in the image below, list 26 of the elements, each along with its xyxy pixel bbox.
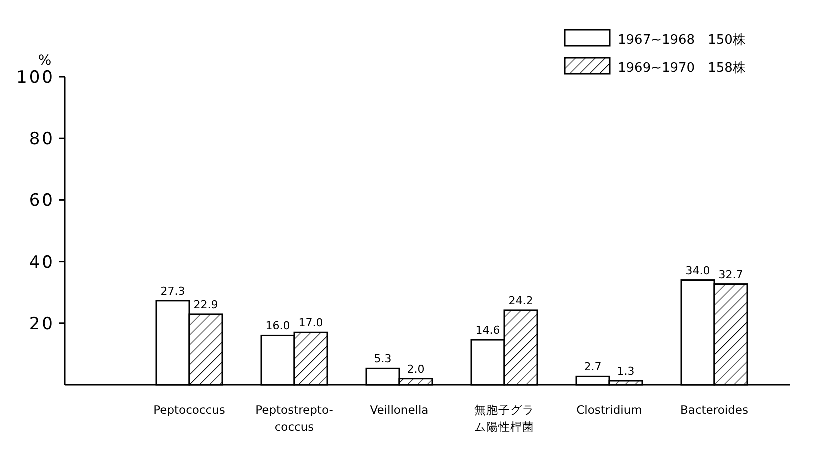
- legend-label: 1967~1968 150株: [618, 33, 746, 48]
- data-label: 16.0: [266, 320, 290, 333]
- legend-label: 1969~1970 158株: [618, 61, 746, 76]
- x-tick-label: Peptostrepto- coccus: [254, 402, 334, 436]
- data-label: 27.3: [160, 284, 186, 298]
- x-tick-label: Clostridium: [576, 402, 644, 419]
- data-label: 5.3: [374, 352, 392, 366]
- y-tick-label: 60: [29, 191, 55, 212]
- y-tick-label: 80: [29, 130, 55, 150]
- data-label: 2.7: [584, 360, 602, 374]
- data-label: 17.0: [298, 316, 324, 330]
- data-label: 2.0: [407, 362, 425, 376]
- x-tick-label: Peptococcus: [152, 402, 226, 419]
- data-label: 32.7: [718, 268, 744, 282]
- x-tick-label: 無胞子グラム陽性桿菌: [474, 402, 536, 436]
- data-label: 34.0: [686, 264, 710, 278]
- data-label: 22.9: [194, 298, 218, 312]
- y-tick-label: 100: [16, 68, 55, 88]
- y-axis-title: %: [38, 53, 52, 69]
- x-tick-label: Veillonella: [369, 402, 430, 419]
- x-tick-label: Bacteroides: [680, 402, 750, 419]
- data-label: 24.2: [508, 294, 534, 308]
- data-label: 14.6: [476, 324, 500, 338]
- data-label: 1.3: [617, 364, 635, 378]
- y-tick-label: 40: [29, 252, 55, 273]
- y-tick-label: 20: [29, 314, 55, 334]
